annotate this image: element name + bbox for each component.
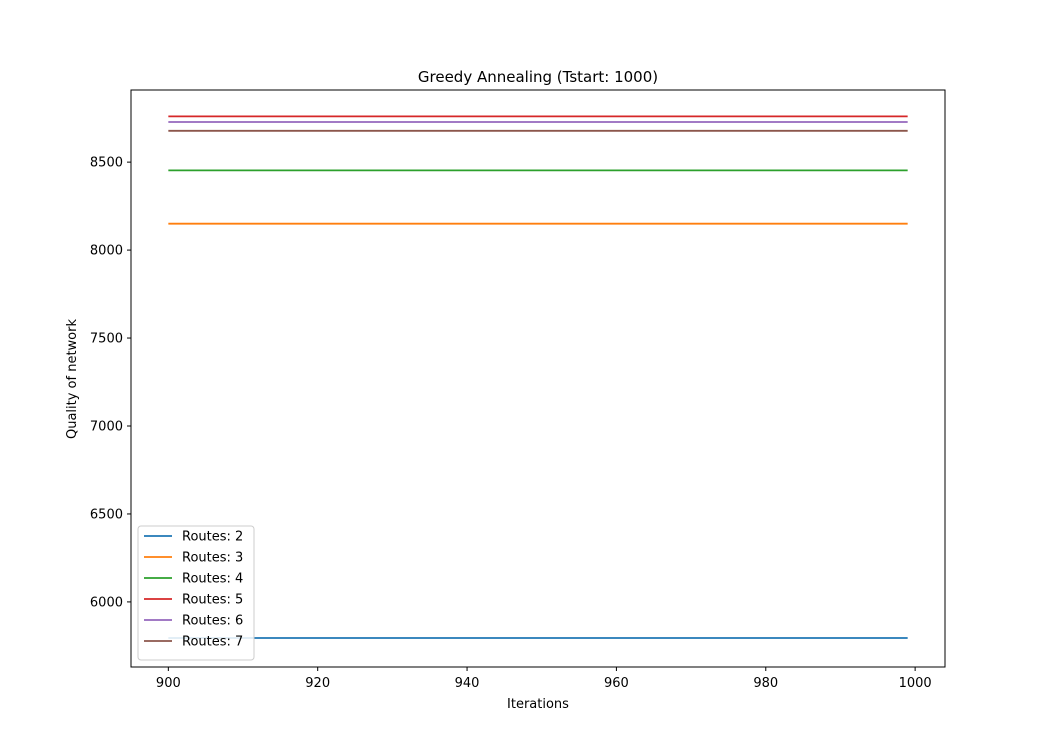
y-tick-label: 8000: [90, 244, 123, 259]
x-tick-label: 980: [753, 676, 778, 691]
legend-label: Routes: 7: [182, 635, 243, 650]
axis-ticks: 900 920 940 960 980 1000 6000 6500 7000 7500 8000 8…: [90, 156, 932, 691]
legend-label: Routes: 5: [182, 593, 243, 608]
legend-label: Routes: 4: [182, 572, 243, 587]
y-tick-label: 6000: [90, 595, 123, 610]
legend-label: Routes: 3: [182, 551, 243, 566]
x-tick-label: 900: [156, 676, 181, 691]
y-tick-label: 7500: [90, 332, 123, 347]
x-tick-label: 940: [455, 676, 480, 691]
legend: Routes: 2 Routes: 3 Routes: 4 Routes: 5 Rout…: [137, 525, 255, 661]
chart-title: Greedy Annealing (Tstart: 1000): [418, 68, 658, 86]
y-tick-label: 6500: [90, 507, 123, 522]
plot-area: [168, 115, 908, 639]
legend-label: Routes: 2: [182, 530, 243, 545]
legend-label: Routes: 6: [182, 614, 243, 629]
plot-frame: [130, 89, 946, 668]
x-tick-label: 1000: [899, 676, 932, 691]
y-tick-label: 8500: [90, 156, 123, 171]
x-tick-label: 920: [305, 676, 330, 691]
y-axis-label: Quality of network: [65, 319, 80, 440]
x-axis-label: Iterations: [507, 697, 569, 712]
legend-box: [137, 525, 255, 661]
x-tick-label: 960: [604, 676, 629, 691]
y-tick-label: 7000: [90, 419, 123, 434]
